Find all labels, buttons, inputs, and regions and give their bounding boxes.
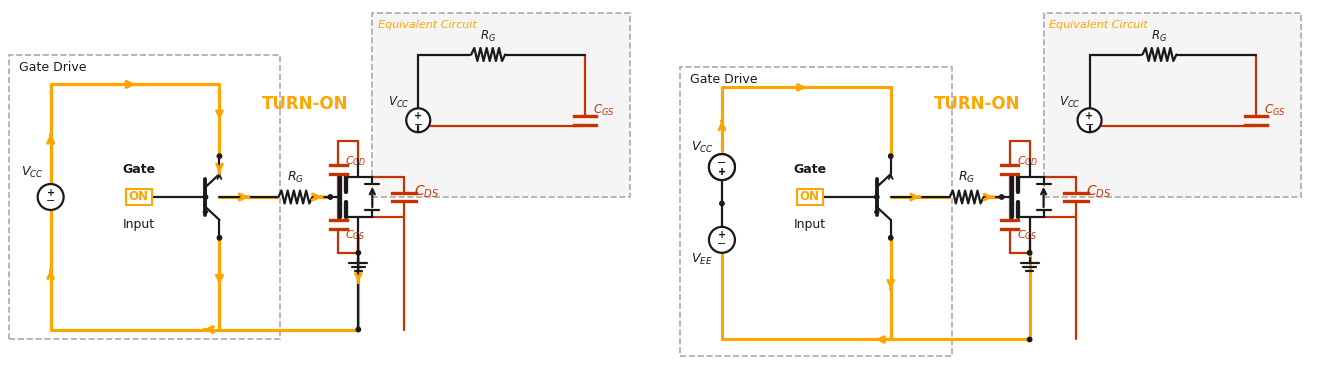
Text: $R_G$: $R_G$ (480, 29, 496, 44)
Circle shape (889, 236, 893, 240)
Text: Input: Input (794, 218, 825, 231)
Bar (373, 13, 630, 197)
Text: Gate: Gate (794, 163, 827, 176)
Circle shape (709, 154, 735, 180)
Bar (679, 67, 951, 356)
Circle shape (356, 327, 361, 332)
Text: $C_{GD}$: $C_{GD}$ (1016, 154, 1038, 168)
Text: +: + (718, 167, 726, 176)
Text: $R_G$: $R_G$ (287, 169, 304, 185)
Circle shape (356, 250, 361, 255)
Text: −: − (718, 158, 727, 168)
Text: Input: Input (122, 218, 155, 231)
Text: $C_{GS}$: $C_{GS}$ (593, 103, 614, 118)
Text: Gate Drive: Gate Drive (690, 73, 758, 86)
Circle shape (1027, 250, 1032, 255)
Text: +: + (414, 111, 422, 121)
Circle shape (709, 227, 735, 253)
Text: $C_{GS}$: $C_{GS}$ (345, 228, 366, 242)
Text: −: − (718, 158, 727, 168)
Circle shape (719, 201, 725, 206)
Text: $R_G$: $R_G$ (958, 169, 975, 185)
Circle shape (709, 154, 735, 180)
Text: ON: ON (129, 191, 149, 203)
Circle shape (1078, 108, 1101, 132)
Text: +: + (718, 167, 726, 176)
Circle shape (328, 195, 333, 199)
Text: TURN-ON: TURN-ON (263, 95, 349, 113)
Text: Equivalent Circuit: Equivalent Circuit (1050, 20, 1148, 30)
Circle shape (889, 154, 893, 158)
Text: ON: ON (800, 191, 820, 203)
Circle shape (406, 108, 430, 132)
Text: $C_{GS}$: $C_{GS}$ (1265, 103, 1286, 118)
Text: +: + (46, 187, 54, 198)
Circle shape (1027, 337, 1032, 342)
Text: −: − (718, 240, 727, 249)
Text: TURN-ON: TURN-ON (933, 95, 1020, 113)
Text: $V_{CC}$: $V_{CC}$ (1059, 95, 1080, 110)
Text: $C_{GD}$: $C_{GD}$ (345, 154, 366, 168)
Text: $V_{CC}$: $V_{CC}$ (690, 140, 714, 155)
Text: $C_{GS}$: $C_{GS}$ (1016, 228, 1038, 242)
Circle shape (37, 184, 64, 210)
Text: Gate: Gate (122, 163, 155, 176)
Bar (126, 189, 151, 205)
Text: $V_{CC}$: $V_{CC}$ (387, 95, 409, 110)
Circle shape (203, 195, 208, 199)
Bar (796, 189, 823, 205)
Text: Gate Drive: Gate Drive (19, 61, 86, 74)
Circle shape (218, 236, 222, 240)
Circle shape (999, 195, 1003, 199)
Text: Equivalent Circuit: Equivalent Circuit (378, 20, 476, 30)
Text: +: + (1085, 111, 1093, 121)
Bar (1043, 13, 1302, 197)
Circle shape (874, 195, 878, 199)
Text: $C_{DS}$: $C_{DS}$ (414, 184, 439, 200)
Text: $V_{CC}$: $V_{CC}$ (21, 165, 44, 180)
Text: −: − (46, 196, 56, 207)
Text: −: − (1085, 120, 1095, 130)
Text: +: + (718, 230, 726, 240)
Text: −: − (414, 120, 423, 130)
Circle shape (218, 154, 222, 158)
Text: $V_{EE}$: $V_{EE}$ (691, 252, 713, 267)
Text: $C_{DS}$: $C_{DS}$ (1085, 184, 1111, 200)
Text: $R_G$: $R_G$ (1152, 29, 1168, 44)
Bar (9, 56, 280, 339)
